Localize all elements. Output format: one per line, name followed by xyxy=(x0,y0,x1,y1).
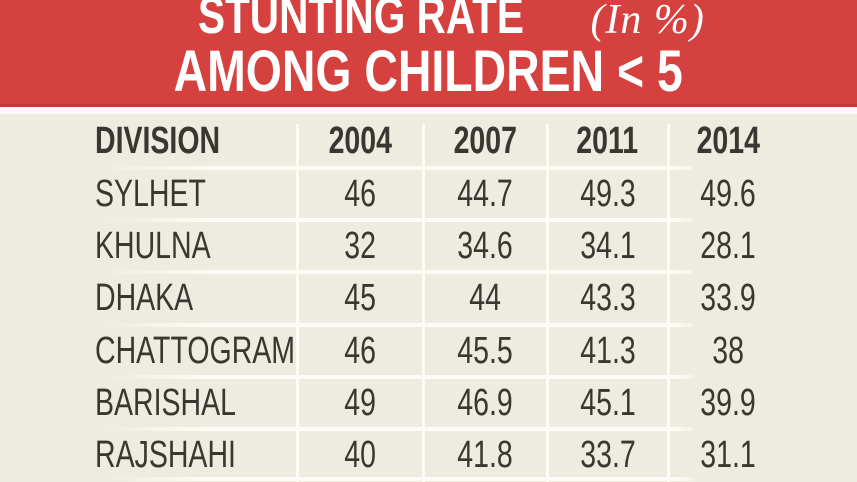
value-cell: 39.9 xyxy=(700,381,756,424)
value-cell: 43.3 xyxy=(579,277,636,320)
value-cell: 45 xyxy=(344,277,376,320)
value-cell: 32 xyxy=(344,224,376,267)
column-header-2004: 2004 xyxy=(328,119,392,162)
row-separator xyxy=(100,427,693,431)
value-cell: 28.1 xyxy=(700,224,756,267)
column-separator xyxy=(296,124,299,482)
table-grid: DIVISION 2004 2007 2011 2014 SYLHET 46 4… xyxy=(0,114,857,482)
column-separator xyxy=(422,124,425,482)
division-cell: RAJSHAHI xyxy=(95,434,236,477)
row-separator xyxy=(100,166,693,170)
value-cell: 33.9 xyxy=(700,277,756,320)
title-main-text: STUNTING RATE xyxy=(198,0,525,45)
value-cell: 44.7 xyxy=(457,172,513,215)
value-cell: 46 xyxy=(344,329,376,372)
value-cell: 44 xyxy=(469,277,501,320)
value-cell: 49.6 xyxy=(700,172,756,215)
value-cell: 34.6 xyxy=(457,224,513,267)
value-cell: 45.1 xyxy=(579,381,636,424)
value-cell: 33.7 xyxy=(579,434,636,477)
value-cell: 41.8 xyxy=(457,434,513,477)
division-cell: KHULNA xyxy=(95,224,211,267)
value-cell: 40 xyxy=(344,434,376,477)
value-cell: 46.9 xyxy=(457,381,513,424)
division-cell: CHATTOGRAM xyxy=(95,329,296,372)
column-separator xyxy=(546,124,549,482)
column-header-2011: 2011 xyxy=(576,119,639,162)
division-cell: BARISHAL xyxy=(95,381,236,424)
column-separator xyxy=(667,124,670,482)
title-line-2: AMONG CHILDREN < 5 xyxy=(0,39,857,104)
value-cell: 46 xyxy=(344,172,376,215)
column-header-2014: 2014 xyxy=(696,119,760,162)
stunting-table: DIVISION 2004 2007 2011 2014 SYLHET 46 4… xyxy=(0,114,857,482)
banner-divider-strip xyxy=(0,107,857,114)
row-separator xyxy=(100,218,693,222)
value-cell: 38 xyxy=(712,329,744,372)
value-cell: 45.5 xyxy=(457,329,513,372)
value-cell: 31.1 xyxy=(700,434,756,477)
row-separator xyxy=(100,270,693,274)
title-line-1: STUNTING RATE (In %) xyxy=(0,0,857,46)
value-cell: 49 xyxy=(344,381,376,424)
title-unit-note: (In %) xyxy=(590,0,705,43)
title-subline-text: AMONG CHILDREN < 5 xyxy=(173,39,684,104)
value-cell: 49.3 xyxy=(579,172,636,215)
division-cell: DHAKA xyxy=(95,277,194,320)
value-cell: 41.3 xyxy=(579,329,636,372)
column-header-division: DIVISION xyxy=(95,119,221,162)
row-separator xyxy=(100,375,693,379)
value-cell: 34.1 xyxy=(579,224,636,267)
column-header-2007: 2007 xyxy=(453,119,517,162)
division-cell: SYLHET xyxy=(95,172,206,215)
row-separator xyxy=(100,323,693,327)
row-separator xyxy=(100,477,693,481)
title-banner: STUNTING RATE (In %) AMONG CHILDREN < 5 xyxy=(0,0,857,107)
